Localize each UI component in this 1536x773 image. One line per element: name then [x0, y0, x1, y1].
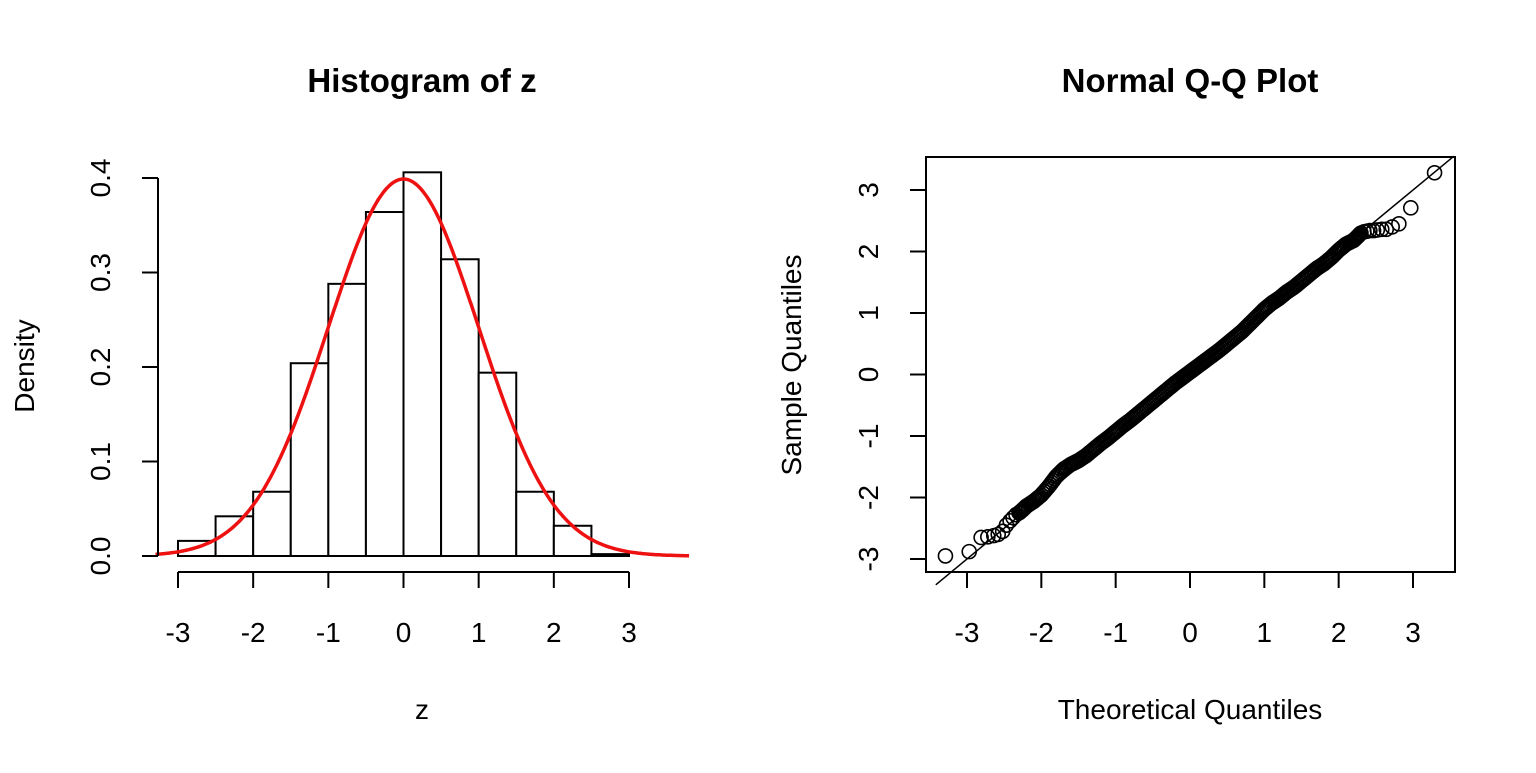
- qq-x-tick-label: 3: [1405, 617, 1421, 648]
- histogram-x-axis-label: z: [415, 694, 429, 725]
- density-curve-group: [155, 177, 690, 558]
- qq-point: [961, 543, 978, 560]
- histogram-bar: [289, 362, 330, 557]
- histogram-x-tick-label: 2: [546, 617, 562, 648]
- qq-point: [1347, 230, 1364, 247]
- qq-y-tick-label: -1: [853, 424, 884, 449]
- qq-plot-panel: Normal Q-Q Plot Theoretical Quantiles Sa…: [776, 62, 1456, 725]
- qq-point: [990, 526, 1007, 543]
- qq-y-tick-label: 2: [853, 244, 884, 260]
- qq-point: [1349, 229, 1365, 245]
- qq-x-tick-label: -2: [1029, 617, 1054, 648]
- qq-plot-title: Normal Q-Q Plot: [1062, 62, 1319, 99]
- histogram-bar: [440, 258, 480, 557]
- histogram-x-axis: -3 -2 -1 0 1 2 3: [166, 571, 637, 648]
- histogram-x-tick-label: -1: [316, 617, 341, 648]
- qq-x-axis: -3 -2 -1 0 1 2 3: [955, 571, 1421, 648]
- qq-x-tick-label: 0: [1182, 617, 1198, 648]
- histogram-x-tick-label: 3: [621, 617, 637, 648]
- histogram-bar: [552, 524, 593, 558]
- qq-point: [1373, 221, 1390, 238]
- qq-point: [1346, 231, 1363, 248]
- histogram-y-tick-label: 0.4: [85, 159, 116, 198]
- density-curve: [155, 177, 690, 558]
- qq-point: [973, 529, 989, 546]
- qq-y-tick-label: 0: [853, 367, 884, 383]
- qq-point: [1426, 164, 1443, 181]
- histogram-x-tick-label: -2: [241, 617, 266, 648]
- histogram-y-tick-label: 0.3: [85, 253, 116, 292]
- histogram-panel: Histogram of z z Density -3 -2 -1 0 1 2 3 0.00…: [9, 62, 690, 725]
- histogram-x-tick-label: 1: [471, 617, 487, 648]
- qq-y-tick-label: 3: [853, 182, 884, 198]
- qq-x-axis-label: Theoretical Quantiles: [1058, 694, 1323, 725]
- histogram-y-tick-label: 0.2: [85, 348, 116, 387]
- histogram-bars: [177, 171, 631, 558]
- histogram-bar: [327, 282, 367, 557]
- histogram-y-tick-label: 0.1: [85, 442, 116, 481]
- histogram-bar: [477, 371, 518, 558]
- qq-y-tick-label: -3: [853, 547, 884, 572]
- qq-point: [980, 529, 996, 545]
- qq-point: [1402, 200, 1419, 216]
- qq-y-axis-label: Sample Quantiles: [776, 254, 807, 475]
- histogram-bar: [515, 490, 555, 557]
- qq-x-tick-label: 1: [1257, 617, 1273, 648]
- histogram-y-axis: 0.0 0.1 0.2 0.3 0.4: [85, 159, 159, 576]
- qq-x-tick-label: 2: [1331, 617, 1347, 648]
- histogram-bar: [402, 171, 443, 558]
- qq-y-tick-label: -2: [853, 485, 884, 510]
- qq-y-tick-label: 1: [853, 305, 884, 321]
- qq-y-axis: -3 -2 -1 0 1 2 3: [853, 182, 927, 572]
- histogram-x-tick-label: -3: [166, 617, 191, 648]
- histogram-x-tick-label: 0: [396, 617, 412, 648]
- histogram-bar: [252, 490, 292, 557]
- histogram-bar: [364, 211, 405, 558]
- qq-x-tick-label: -3: [955, 617, 980, 648]
- histogram-title: Histogram of z: [307, 62, 536, 99]
- qq-point: [1391, 216, 1407, 232]
- qq-points: [937, 164, 1443, 564]
- qq-point: [1352, 225, 1369, 242]
- histogram-y-axis-label: Density: [9, 319, 40, 412]
- histogram-y-tick-label: 0.0: [85, 537, 116, 576]
- qq-point: [1348, 230, 1365, 246]
- histogram-bar: [590, 553, 631, 557]
- qq-x-tick-label: -1: [1103, 617, 1128, 648]
- qq-point: [937, 548, 954, 564]
